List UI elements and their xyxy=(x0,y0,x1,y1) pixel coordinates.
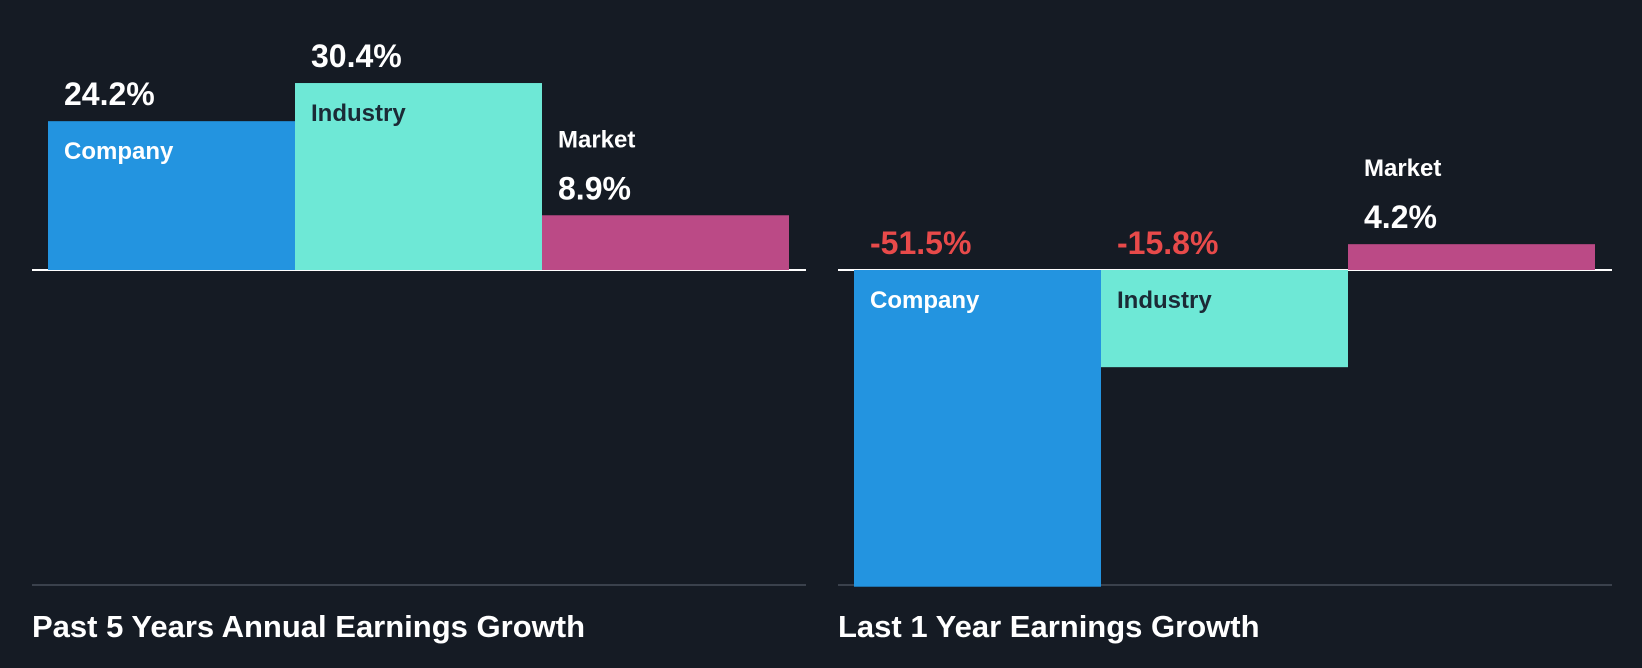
chart-title: Last 1 Year Earnings Growth xyxy=(838,609,1260,644)
category-label-industry: Industry xyxy=(1117,287,1212,314)
bar-market xyxy=(1348,244,1595,270)
category-label-company: Company xyxy=(870,287,980,314)
bar-company xyxy=(48,121,295,270)
value-label-industry: -15.8% xyxy=(1117,225,1218,261)
category-label-market: Market xyxy=(1364,155,1441,182)
category-label-market: Market xyxy=(558,126,635,153)
value-label-market: 4.2% xyxy=(1364,199,1437,235)
category-label-industry: Industry xyxy=(311,100,406,127)
chart-title: Past 5 Years Annual Earnings Growth xyxy=(32,609,585,644)
value-label-company: 24.2% xyxy=(64,76,155,112)
bar-industry xyxy=(1101,270,1348,368)
last-1-year-panel: Company Industry Market -51.5% -15.8% 4.… xyxy=(838,155,1612,644)
category-label-company: Company xyxy=(64,138,174,165)
value-label-industry: 30.4% xyxy=(311,38,402,74)
value-label-company: -51.5% xyxy=(870,225,971,261)
bar-company xyxy=(854,270,1101,587)
value-label-market: 8.9% xyxy=(558,170,631,206)
past-5-years-panel: Company Industry Market 24.2% 30.4% 8.9%… xyxy=(32,38,806,644)
bar-industry xyxy=(295,83,542,270)
bar-market xyxy=(542,215,789,270)
